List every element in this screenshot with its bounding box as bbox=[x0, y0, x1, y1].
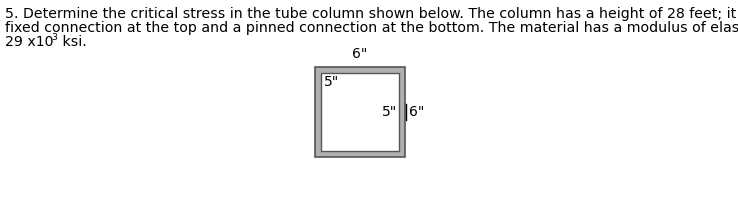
Text: 5": 5" bbox=[324, 75, 339, 89]
Text: 29 x10: 29 x10 bbox=[5, 35, 53, 49]
Text: 6": 6" bbox=[409, 105, 424, 119]
Text: 5": 5" bbox=[382, 105, 397, 119]
Text: 5. Determine the critical stress in the tube column shown below. The column has : 5. Determine the critical stress in the … bbox=[5, 7, 738, 21]
Text: ksi.: ksi. bbox=[58, 35, 87, 49]
Bar bbox=[321, 73, 399, 151]
Text: 6": 6" bbox=[352, 47, 368, 61]
Text: fixed connection at the top and a pinned connection at the bottom. The material : fixed connection at the top and a pinned… bbox=[5, 21, 738, 35]
Text: 3: 3 bbox=[51, 33, 57, 42]
Bar bbox=[315, 67, 405, 157]
